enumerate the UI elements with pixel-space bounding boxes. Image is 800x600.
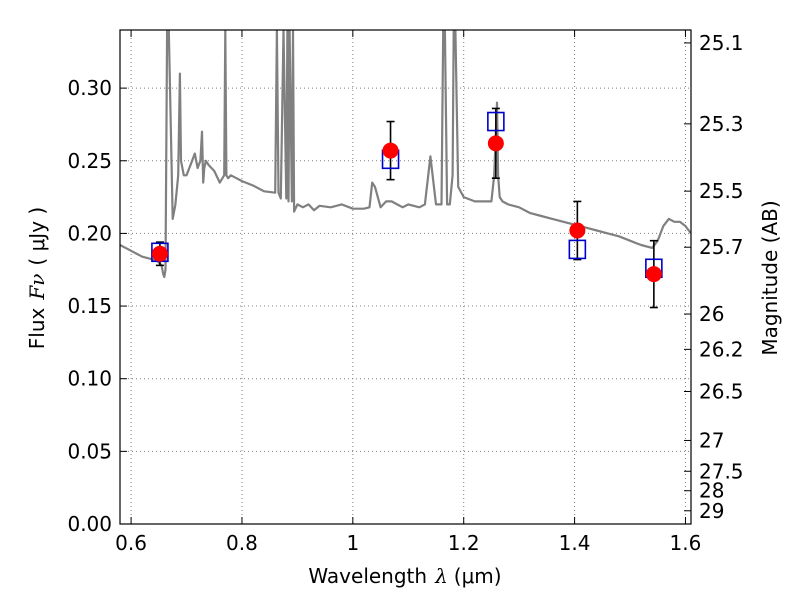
- measured-flux-marker: [382, 142, 399, 159]
- plot-area: [120, 30, 691, 279]
- grid-lines: [120, 30, 691, 525]
- x-tick-label: 1.6: [670, 531, 702, 555]
- x-tick-label: 1.2: [448, 531, 480, 555]
- y-tick-label: 0.05: [67, 439, 112, 463]
- x-axis-label: Wavelength λ (μm): [308, 564, 501, 588]
- x-tick-label: 1: [346, 531, 359, 555]
- error-bars: [155, 107, 658, 309]
- model-sed-line: [120, 30, 691, 279]
- y-tick-label: 0.20: [67, 221, 112, 245]
- x-tick-label: 0.6: [115, 531, 147, 555]
- y-tick-label: 0.30: [67, 76, 112, 100]
- model-photometry-marker: [487, 111, 505, 132]
- y2-tick-label: 25.5: [699, 179, 744, 203]
- model-photometry-marker: [568, 239, 587, 260]
- y-axis-ticks: 0.00 0.05 0.10 0.15 0.20 0.25 0.30: [67, 76, 127, 536]
- y2-tick-label: 27.5: [699, 459, 744, 483]
- data-markers: [151, 111, 663, 283]
- y-axis-label: FluxFν( μJy ): [25, 207, 49, 349]
- y-tick-label: 0.15: [67, 294, 112, 318]
- y2-tick-label: 27: [699, 428, 724, 452]
- y2-tick-label: 26: [699, 302, 724, 326]
- measured-flux-marker: [487, 135, 504, 152]
- y2-axis-label: Magnitude (AB): [758, 200, 782, 355]
- y-tick-label: 0.00: [67, 512, 112, 536]
- measured-flux-marker: [569, 222, 586, 239]
- measured-flux-marker: [151, 245, 168, 262]
- y2-tick-label: 28: [699, 479, 724, 503]
- y-tick-label: 0.10: [67, 367, 112, 391]
- y2-tick-label: 26.5: [699, 379, 744, 403]
- measured-flux-marker: [645, 266, 662, 283]
- y2-tick-label: 29: [699, 499, 724, 523]
- y2-tick-label: 25.3: [699, 112, 744, 136]
- y2-tick-label: 25.1: [699, 31, 744, 55]
- x-tick-label: 1.4: [559, 531, 591, 555]
- y2-tick-label: 26.2: [699, 337, 744, 361]
- y2-tick-label: 25.7: [699, 235, 744, 259]
- x-tick-label: 0.8: [226, 531, 258, 555]
- x-axis-ticks: 0.6 0.8 1 1.2 1.4 1.6: [115, 30, 701, 555]
- y-tick-label: 0.25: [67, 149, 112, 173]
- plot-frame: [119, 29, 692, 525]
